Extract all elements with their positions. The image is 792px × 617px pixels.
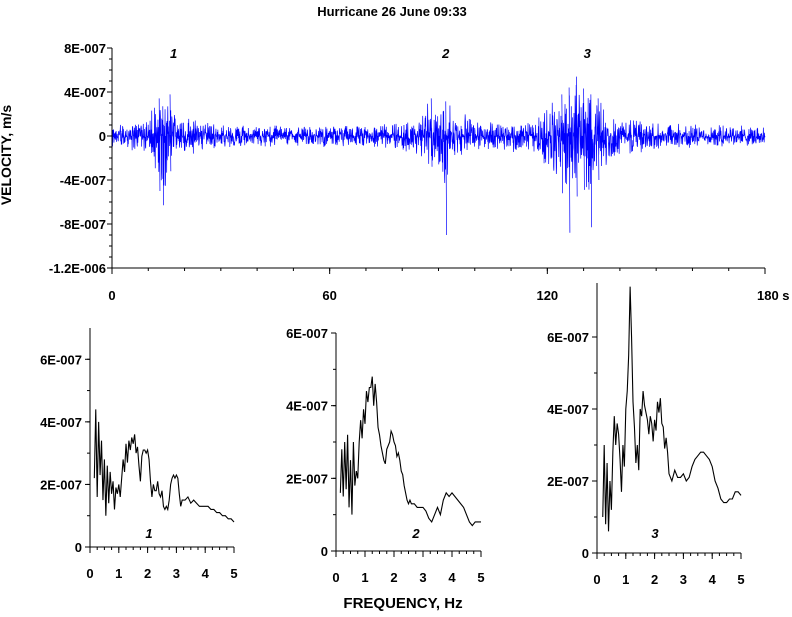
x-tick-label: 0	[108, 288, 115, 303]
x-tick-label: 4	[202, 566, 210, 581]
x-tick-label: 5	[737, 572, 744, 587]
spectrum-line	[93, 409, 235, 523]
y-tick-label: 2E-007	[547, 474, 589, 489]
x-tick-label: 3	[680, 572, 687, 587]
spectrum-chart-2: 6E-007 4E-007 2E-007 00 1 2 3 4 5 2	[286, 326, 485, 585]
y-tick-label: 6E-007	[40, 352, 82, 367]
y-tick-label: 6E-007	[286, 326, 328, 341]
x-tick-label: 2	[144, 566, 151, 581]
y-tick-label: 4E-007	[64, 85, 106, 100]
y-tick-label: 4E-007	[40, 415, 82, 430]
x-tick-label: 2	[651, 572, 658, 587]
spectrum-chart-3: 6E-007 4E-007 2E-007 00 1 2 3 4 5 3	[547, 283, 745, 587]
y-tick-label: 8E-007	[64, 41, 106, 56]
x-tick-label: 4	[709, 572, 717, 587]
y-tick-label: 0	[321, 544, 328, 559]
x-tick-label: 180 s	[757, 288, 790, 303]
event-label: 1	[170, 46, 177, 61]
y-axis-label: VELOCITY, m/s	[0, 105, 14, 206]
x-tick-label: 3	[419, 570, 426, 585]
spectrum-label: 2	[411, 526, 420, 541]
x-tick-label: 60	[322, 288, 336, 303]
velocity-trace	[111, 76, 766, 236]
y-tick-label: 0	[582, 546, 589, 561]
x-ticks: 0 60 120 180 s	[108, 268, 790, 303]
y-tick-label: -1.2E-006	[49, 261, 106, 276]
x-tick-label: 4	[448, 570, 456, 585]
y-tick-label: -4E-007	[60, 173, 106, 188]
spectrum-label: 1	[145, 526, 152, 541]
spectrum-line	[602, 286, 742, 532]
x-tick-label: 5	[230, 566, 237, 581]
axes-frame	[89, 328, 234, 548]
y-tick-label: 0	[75, 540, 82, 555]
event-label: 2	[441, 46, 450, 61]
y-tick-label: 2E-007	[40, 477, 82, 492]
y-ticks: 8E-007 4E-007 0 -4E-007 -8E-007 -1.2E-006	[49, 41, 112, 276]
event-label: 3	[584, 46, 592, 61]
x-tick-label: 1	[622, 572, 629, 587]
x-tick-label: 2	[390, 570, 397, 585]
annotations: 1 2 3	[170, 46, 592, 61]
y-tick-label: -8E-007	[60, 217, 106, 232]
x-tick-label: 1	[361, 570, 368, 585]
spectrum-label: 3	[651, 526, 659, 541]
x-tick-label: 0	[593, 572, 600, 587]
axes-frame	[335, 333, 481, 552]
axes-frame	[596, 283, 741, 554]
axes-frame	[111, 48, 765, 269]
x-tick-label: 1	[115, 566, 122, 581]
spectrum-chart-1: 6E-007 4E-007 2E-007 00 1 2 3 4 5 1	[40, 328, 238, 581]
x-axis-label: FREQUENCY, Hz	[343, 595, 462, 612]
spectrum-line	[339, 376, 481, 527]
y-tick-label: 0	[99, 129, 106, 144]
y-tick-label: 6E-007	[547, 330, 589, 345]
x-tick-label: 0	[86, 566, 93, 581]
x-tick-label: 3	[173, 566, 180, 581]
x-tick-label: 0	[332, 570, 339, 585]
y-tick-label: 2E-007	[286, 471, 328, 486]
seismogram-chart: Hurricane 26 June 09:33 VELOCITY, m/s 8E…	[0, 4, 790, 303]
x-tick-label: 120	[536, 288, 558, 303]
y-tick-label: 4E-007	[286, 399, 328, 414]
chart-title: Hurricane 26 June 09:33	[317, 4, 467, 19]
y-tick-label: 4E-007	[547, 402, 589, 417]
x-tick-label: 5	[477, 570, 484, 585]
